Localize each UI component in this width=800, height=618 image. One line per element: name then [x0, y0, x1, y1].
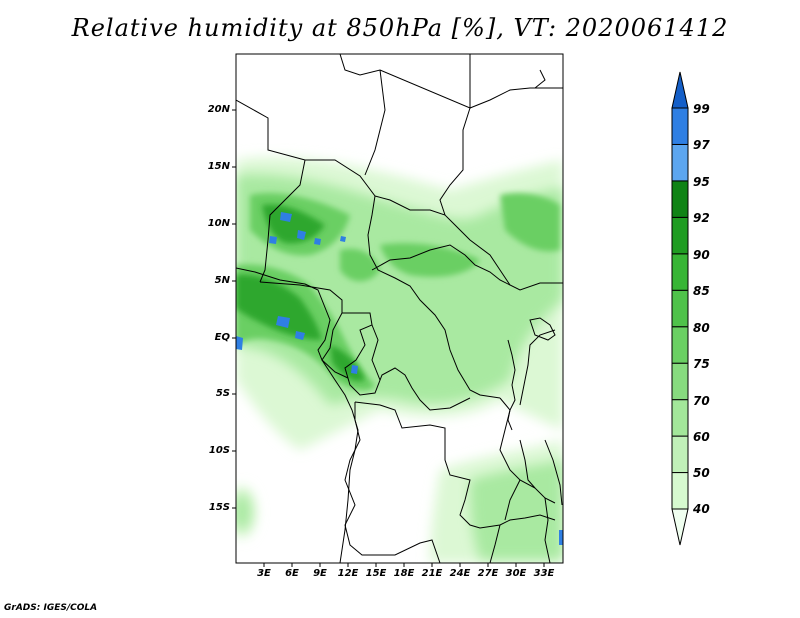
- colorbar-segment: [671, 143, 689, 182]
- lon-label-6e: 6E: [285, 568, 299, 579]
- colorbar-label-95: 95: [693, 175, 710, 189]
- colorbar-lower-extension: [671, 508, 689, 546]
- colorbar-segment: [671, 289, 689, 328]
- lat-label-15n: 15N: [207, 161, 230, 172]
- lon-label-9e: 9E: [313, 568, 327, 579]
- colorbar-label-40: 40: [693, 502, 710, 516]
- colorbar-segment: [671, 107, 689, 145]
- colorbar: [671, 71, 689, 546]
- lon-label-27e: 27E: [477, 568, 499, 579]
- colorbar-label-70: 70: [693, 394, 710, 408]
- lon-label-12e: 12E: [337, 568, 359, 579]
- lat-label-20n: 20N: [207, 104, 230, 115]
- colorbar-segment: [671, 435, 689, 474]
- grads-credit: GrADS: IGES/COLA: [4, 603, 98, 613]
- lat-label-5n: 5N: [214, 275, 230, 286]
- lon-label-30e: 30E: [505, 568, 527, 579]
- colorbar-segment: [671, 362, 689, 401]
- colorbar-segment: [671, 216, 689, 255]
- colorbar-label-80: 80: [693, 321, 710, 335]
- colorbar-label-99: 99: [693, 102, 710, 116]
- lon-label-33e: 33E: [533, 568, 555, 579]
- colorbar-label-85: 85: [693, 284, 710, 298]
- colorbar-label-60: 60: [693, 430, 710, 444]
- lat-label-15s: 15S: [208, 502, 230, 513]
- humidity-field: [236, 157, 563, 563]
- colorbar-label-75: 75: [693, 357, 710, 371]
- colorbar-upper-extension: [671, 71, 689, 109]
- lat-label-10n: 10N: [207, 218, 230, 229]
- colorbar-segment: [671, 180, 689, 218]
- lat-label-10s: 10S: [208, 445, 230, 456]
- lon-label-18e: 18E: [393, 568, 415, 579]
- colorbar-segment: [671, 326, 689, 364]
- map-title: Relative humidity at 850hPa [%], VT: 202…: [71, 14, 729, 42]
- colorbar-segment: [671, 472, 689, 510]
- lon-label-15e: 15E: [365, 568, 387, 579]
- colorbar-label-50: 50: [693, 466, 710, 480]
- country-borders: [236, 54, 563, 563]
- lat-label-5s: 5S: [215, 388, 230, 399]
- lon-label-3e: 3E: [257, 568, 271, 579]
- lat-label-eq: EQ: [214, 332, 230, 343]
- colorbar-segment: [671, 399, 689, 437]
- coastlines: [236, 69, 563, 563]
- lon-ticks: [263, 563, 545, 567]
- colorbar-label-90: 90: [693, 248, 710, 262]
- lon-label-21e: 21E: [421, 568, 443, 579]
- map-frame: [235, 53, 564, 564]
- colorbar-label-97: 97: [693, 138, 710, 152]
- colorbar-label-92: 92: [693, 211, 710, 225]
- lon-label-24e: 24E: [449, 568, 471, 579]
- lat-ticks: [232, 109, 236, 509]
- colorbar-segment: [671, 253, 689, 291]
